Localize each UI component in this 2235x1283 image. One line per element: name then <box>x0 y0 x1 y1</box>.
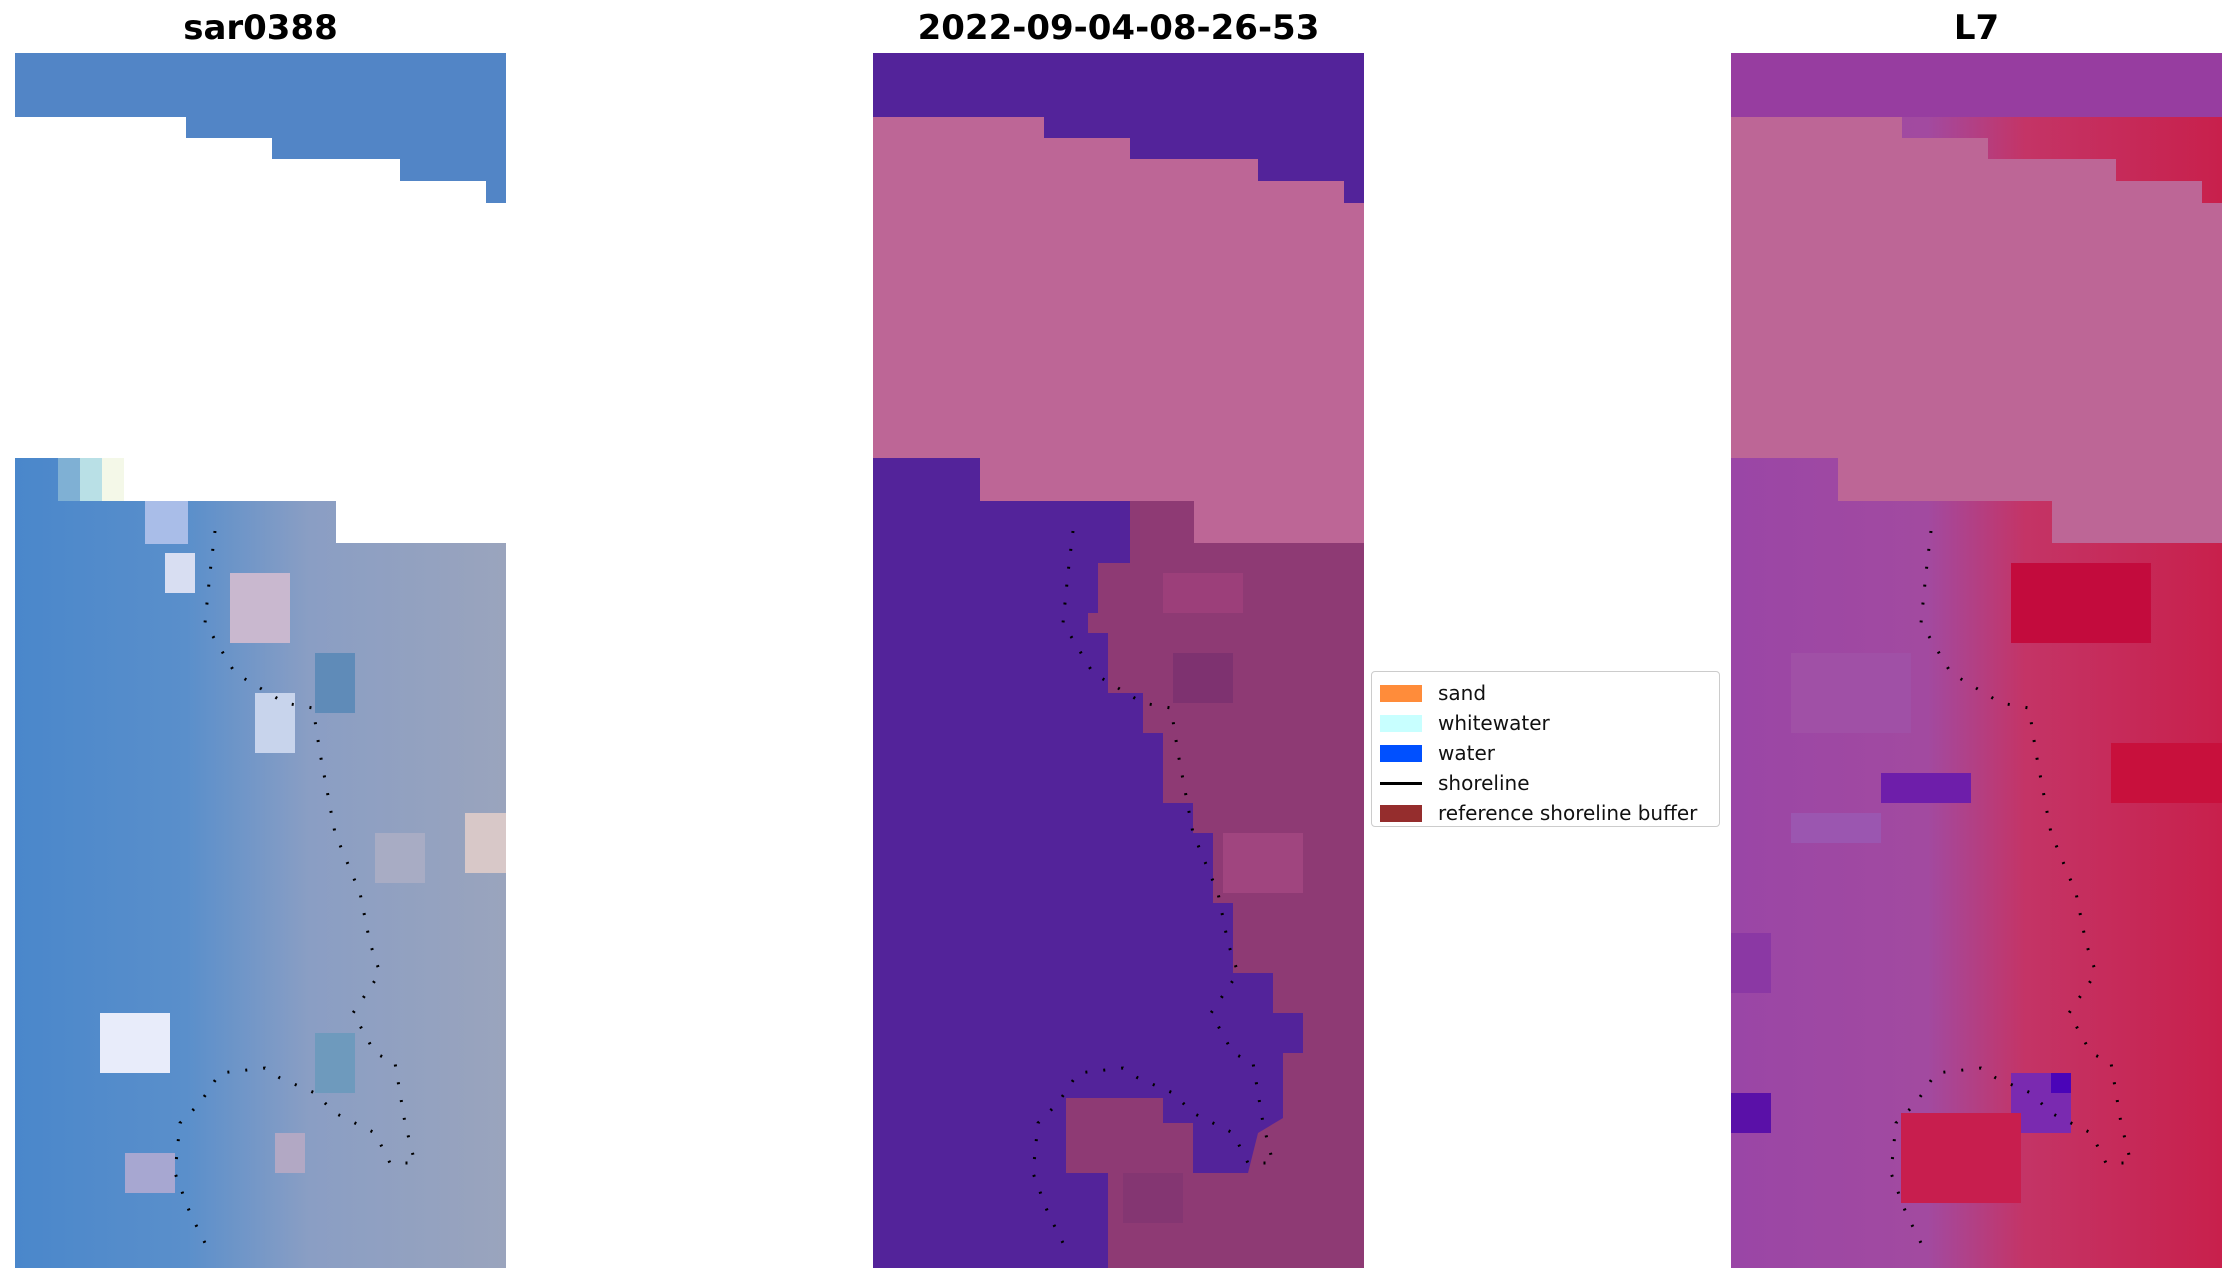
rgb-image-panel <box>15 53 506 1268</box>
legend-label: whitewater <box>1438 711 1550 735</box>
classified-land <box>1066 501 1364 1268</box>
index-nodata <box>1731 117 2222 543</box>
legend-swatch-water <box>1380 744 1422 762</box>
legend-item-water: water <box>1380 738 1711 768</box>
legend-label: water <box>1438 741 1495 765</box>
panel-title-index: L7 <box>1953 8 2000 48</box>
legend-swatch-shoreline <box>1380 781 1422 785</box>
index-image-panel <box>1731 53 2222 1268</box>
legend-item-whitewater: whitewater <box>1380 708 1711 738</box>
legend-item-reference-buffer: reference shoreline buffer <box>1380 798 1711 828</box>
legend-swatch-reference-buffer <box>1380 804 1422 822</box>
legend-item-sand: sand <box>1380 678 1711 708</box>
classified-nodata <box>873 117 1364 543</box>
rgb-top-strip <box>15 53 506 203</box>
legend-label: reference shoreline buffer <box>1438 801 1698 825</box>
legend-swatch-sand <box>1380 684 1422 702</box>
legend-swatch-whitewater <box>1380 714 1422 732</box>
panel-title-rgb: sar0388 <box>183 8 338 48</box>
classified-image-panel <box>873 53 1364 1268</box>
legend-label: shoreline <box>1438 771 1530 795</box>
legend-item-shoreline: shoreline <box>1380 768 1711 798</box>
legend: sand whitewater water shoreline referenc… <box>1371 671 1720 827</box>
panel-title-classified: 2022-09-04-08-26-53 <box>917 8 1320 48</box>
legend-label: sand <box>1438 681 1487 705</box>
